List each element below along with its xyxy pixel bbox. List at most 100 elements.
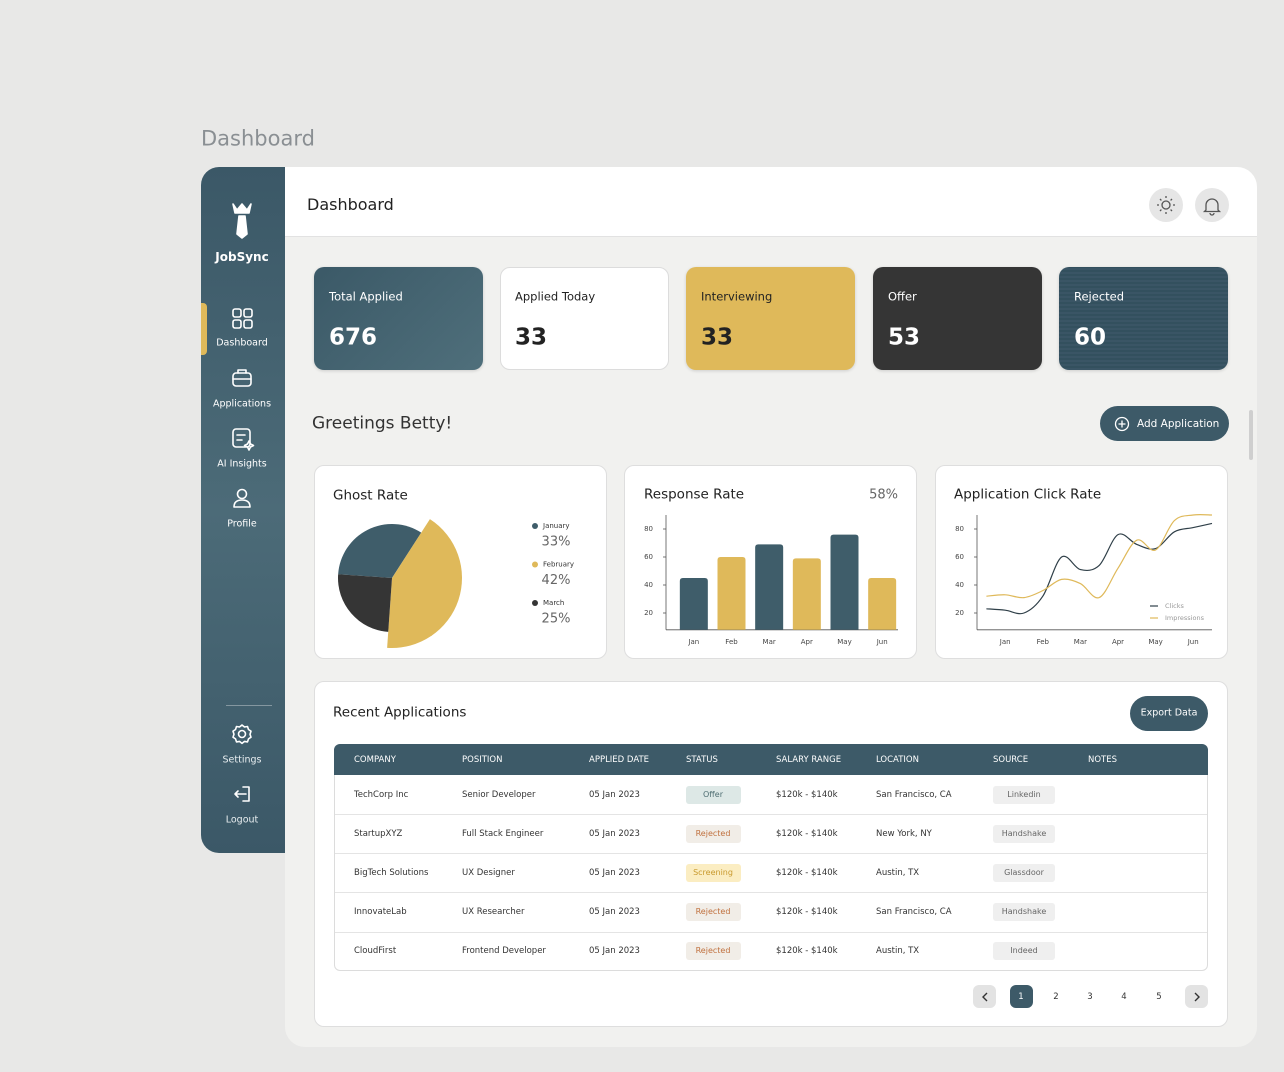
next-page[interactable] — [1185, 985, 1208, 1008]
table-cell: BigTech Solutions — [354, 867, 429, 878]
nav-item[interactable]: Logout — [225, 814, 259, 826]
table-header — [334, 744, 1208, 775]
column-header: NOTES — [1088, 754, 1118, 765]
brand: JobSync — [215, 250, 269, 264]
status-badge — [686, 864, 741, 882]
stat-card — [686, 267, 855, 370]
stat-label: Rejected — [1074, 289, 1125, 304]
table-cell: 05 Jan 2023 — [589, 789, 640, 800]
page-active[interactable] — [1010, 985, 1033, 1008]
page-number[interactable]: 4 — [1121, 991, 1127, 1002]
active-indicator — [201, 303, 207, 355]
table-cell: $120k - $140k — [776, 867, 838, 878]
page-number[interactable]: 2 — [1053, 991, 1059, 1002]
nav-item[interactable]: Applications — [212, 398, 272, 410]
page-title: Dashboard — [201, 126, 315, 151]
table-cell: San Francisco, CA — [876, 789, 952, 800]
chart-title: Response Rate — [644, 486, 745, 503]
row-divider — [335, 932, 1207, 933]
source-badge — [993, 903, 1055, 921]
add-button-label[interactable]: Add Application — [1137, 417, 1220, 430]
table-cell: Frontend Developer — [462, 945, 546, 956]
table-cell: UX Designer — [462, 867, 515, 878]
table-cell: 05 Jan 2023 — [589, 867, 640, 878]
table-cell: San Francisco, CA — [876, 906, 952, 917]
table-cell: Full Stack Engineer — [462, 828, 544, 839]
status-label: Rejected — [695, 946, 731, 955]
nav-item[interactable]: AI Insights — [217, 458, 267, 470]
table-cell: $120k - $140k — [776, 828, 838, 839]
stat-label: Total Applied — [329, 289, 403, 304]
export-button-label[interactable]: Export Data — [1140, 707, 1198, 719]
nav-item[interactable]: Settings — [222, 754, 262, 766]
stat-label: Applied Today — [515, 289, 596, 304]
stat-value: 60 — [1074, 324, 1107, 351]
page-number[interactable]: 1 — [1018, 991, 1024, 1002]
page-number[interactable]: 5 — [1156, 991, 1162, 1002]
stat-value: 33 — [515, 324, 548, 351]
chart-title: Ghost Rate — [333, 487, 408, 504]
chart-title: Application Click Rate — [954, 486, 1102, 503]
status-badge — [686, 942, 741, 960]
scrollbar — [1249, 410, 1253, 460]
table-frame — [334, 744, 1208, 971]
column-header: APPLIED DATE — [589, 754, 650, 765]
source-label: Handshake — [1001, 907, 1047, 916]
table-cell: CloudFirst — [354, 945, 397, 956]
nav-item[interactable]: Profile — [227, 518, 257, 530]
table-cell: $120k - $140k — [776, 789, 838, 800]
column-header: LOCATION — [876, 754, 919, 765]
status-label: Offer — [702, 790, 724, 799]
stat-card — [314, 267, 483, 370]
table-cell: 05 Jan 2023 — [589, 828, 640, 839]
column-header: SALARY RANGE — [776, 754, 842, 765]
source-badge — [993, 786, 1055, 804]
row-divider — [335, 814, 1207, 815]
stat-value: 53 — [888, 324, 921, 351]
table-cell: TechCorp Inc — [354, 789, 409, 800]
sidebar-divider — [226, 705, 272, 706]
sidebar — [201, 167, 285, 853]
table-title: Recent Applications — [333, 704, 467, 721]
source-badge — [993, 825, 1055, 843]
source-badge — [993, 942, 1055, 960]
header-bar — [285, 167, 1257, 237]
stat-card — [1059, 267, 1228, 370]
source-label: Handshake — [1001, 829, 1047, 838]
table-cell: InnovateLab — [354, 906, 407, 917]
stat-label: Interviewing — [701, 289, 773, 304]
column-header: COMPANY — [354, 754, 396, 765]
source-label: Glassdoor — [1004, 868, 1044, 877]
nav-item[interactable]: Dashboard — [216, 337, 268, 349]
greeting: Greetings Betty! — [312, 413, 453, 434]
source-label: Indeed — [1010, 946, 1038, 955]
table-cell: 05 Jan 2023 — [589, 906, 640, 917]
stat-value: 33 — [701, 324, 734, 351]
row-divider — [335, 892, 1207, 893]
stat-card — [500, 267, 669, 370]
stat-card — [873, 267, 1042, 370]
status-badge — [686, 903, 741, 921]
status-label: Rejected — [695, 829, 731, 838]
column-header: STATUS — [686, 754, 718, 765]
column-header: SOURCE — [993, 754, 1029, 765]
source-label: Linkedin — [1007, 790, 1041, 799]
table-cell: Austin, TX — [876, 867, 920, 878]
column-header: POSITION — [462, 754, 503, 765]
table-cell: UX Researcher — [462, 906, 525, 917]
status-label: Screening — [693, 868, 733, 877]
row-divider — [335, 853, 1207, 854]
chart-annotation: 58% — [869, 487, 898, 503]
header-title: Dashboard — [307, 195, 394, 214]
table-cell: $120k - $140k — [776, 945, 838, 956]
table-cell: 05 Jan 2023 — [589, 945, 640, 956]
table-cell: $120k - $140k — [776, 906, 838, 917]
table-cell: Senior Developer — [462, 789, 536, 800]
prev-page[interactable] — [973, 985, 996, 1008]
export-button[interactable] — [1130, 696, 1208, 731]
status-badge — [686, 825, 741, 843]
table-cell: New York, NY — [876, 828, 932, 839]
stat-label: Offer — [888, 289, 917, 304]
page-number[interactable]: 3 — [1087, 991, 1093, 1002]
